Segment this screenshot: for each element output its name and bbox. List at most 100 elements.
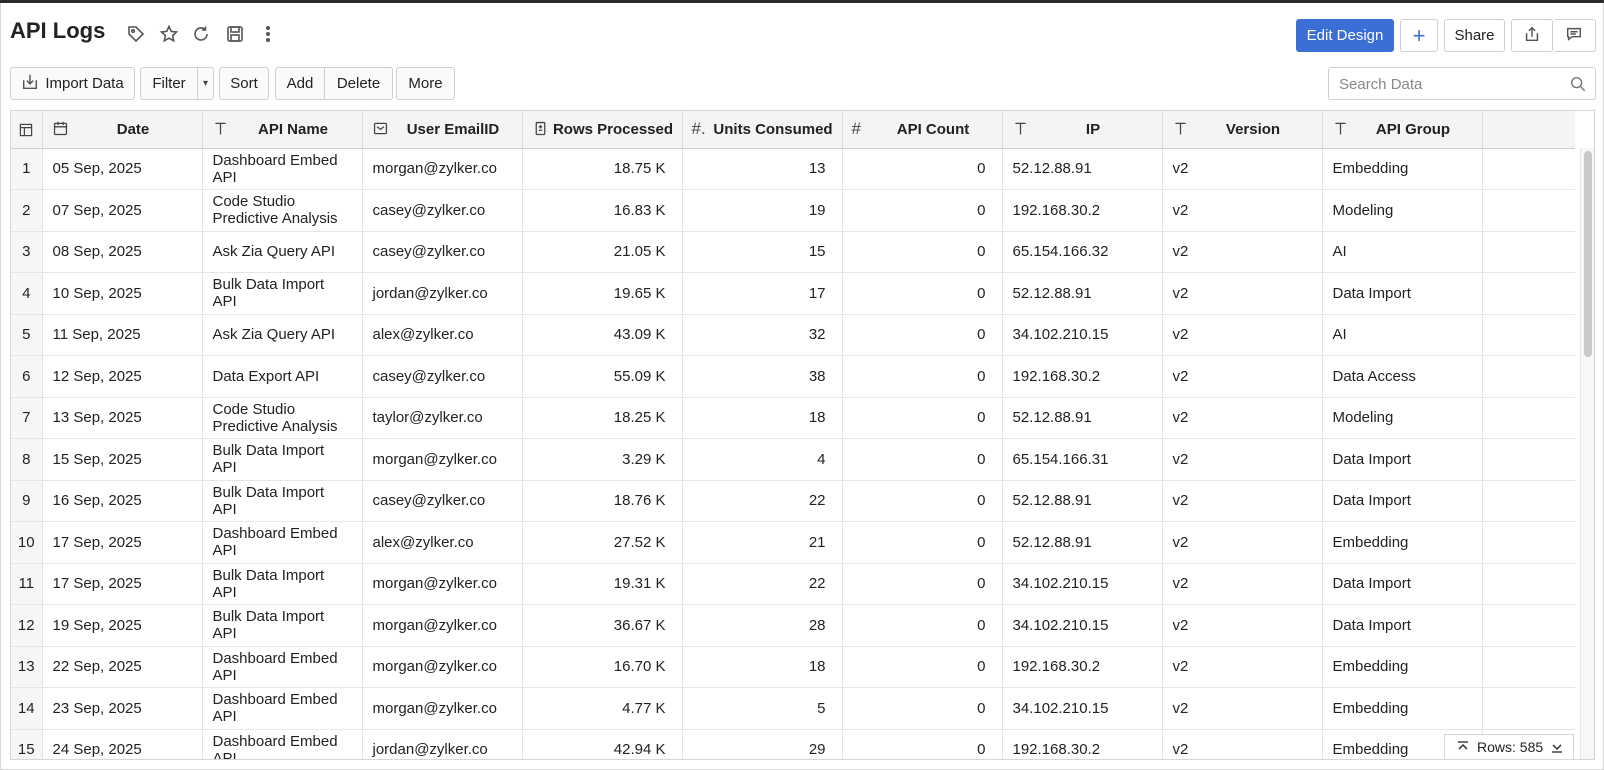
sort-button[interactable]: Sort <box>230 75 258 92</box>
email-cell[interactable]: casey@zylker.co <box>362 189 523 232</box>
search-input[interactable] <box>1339 74 1559 94</box>
rows-processed-cell[interactable]: 19.65 K <box>522 272 683 315</box>
column-header-api-name[interactable]: API Name <box>202 111 363 149</box>
table-settings-header[interactable] <box>11 111 43 149</box>
date-cell[interactable]: 15 Sep, 2025 <box>42 438 203 481</box>
tag-icon[interactable] <box>125 23 147 45</box>
row-number[interactable]: 12 <box>11 604 43 647</box>
import-data-button[interactable]: Import Data <box>10 67 135 100</box>
share-button[interactable]: Share <box>1444 19 1505 52</box>
table-row[interactable]: 14 23 Sep, 2025 Dashboard Embed API morgan@… <box>11 687 1575 730</box>
api-count-cell[interactable]: 0 <box>842 397 1003 439</box>
api-name-cell[interactable]: Dashboard Embed API <box>202 646 363 688</box>
api-group-cell[interactable]: Data Import <box>1322 480 1483 522</box>
api-count-cell[interactable]: 0 <box>842 521 1003 564</box>
edit-design-button[interactable]: Edit Design <box>1296 19 1394 52</box>
rows-processed-cell[interactable]: 27.52 K <box>522 521 683 564</box>
row-number[interactable]: 1 <box>11 148 43 190</box>
filter-dropdown-toggle[interactable]: ▾ <box>197 68 213 99</box>
ip-cell[interactable]: 192.168.30.2 <box>1002 646 1163 688</box>
row-number[interactable]: 5 <box>11 314 43 356</box>
refresh-icon[interactable] <box>190 23 212 45</box>
api-count-cell[interactable]: 0 <box>842 687 1003 730</box>
column-header-units-consumed[interactable]: #. Units Consumed <box>682 111 843 149</box>
ip-cell[interactable]: 192.168.30.2 <box>1002 355 1163 398</box>
row-number[interactable]: 15 <box>11 729 43 759</box>
units-consumed-cell[interactable]: 19 <box>682 189 843 232</box>
row-number[interactable]: 14 <box>11 687 43 730</box>
date-cell[interactable]: 22 Sep, 2025 <box>42 646 203 688</box>
units-consumed-cell[interactable]: 28 <box>682 604 843 647</box>
api-group-cell[interactable]: Modeling <box>1322 397 1483 439</box>
add-row-button[interactable]: Add <box>286 75 314 92</box>
api-name-cell[interactable]: Bulk Data Import API <box>202 438 363 481</box>
units-consumed-cell[interactable]: 38 <box>682 355 843 398</box>
scroll-to-top-icon[interactable] <box>1453 737 1473 757</box>
email-cell[interactable]: casey@zylker.co <box>362 355 523 398</box>
email-cell[interactable]: morgan@zylker.co <box>362 148 523 190</box>
row-number[interactable]: 7 <box>11 397 43 439</box>
api-name-cell[interactable]: Bulk Data Import API <box>202 480 363 522</box>
api-count-cell[interactable]: 0 <box>842 148 1003 190</box>
rows-processed-cell[interactable]: 19.31 K <box>522 563 683 605</box>
version-cell[interactable]: v2 <box>1162 521 1323 564</box>
version-cell[interactable]: v2 <box>1162 231 1323 273</box>
date-cell[interactable]: 10 Sep, 2025 <box>42 272 203 315</box>
email-cell[interactable]: casey@zylker.co <box>362 480 523 522</box>
api-group-cell[interactable]: Embedding <box>1322 687 1483 730</box>
row-number[interactable]: 10 <box>11 521 43 564</box>
api-name-cell[interactable]: Ask Zia Query API <box>202 314 363 356</box>
rows-processed-cell[interactable]: 55.09 K <box>522 355 683 398</box>
api-count-cell[interactable]: 0 <box>842 314 1003 356</box>
units-consumed-cell[interactable]: 32 <box>682 314 843 356</box>
email-cell[interactable]: morgan@zylker.co <box>362 604 523 647</box>
api-name-cell[interactable]: Code Studio Predictive Analysis <box>202 189 363 232</box>
api-name-cell[interactable]: Data Export API <box>202 355 363 398</box>
ip-cell[interactable]: 34.102.210.15 <box>1002 563 1163 605</box>
email-cell[interactable]: morgan@zylker.co <box>362 438 523 481</box>
column-header-api-group[interactable]: API Group <box>1322 111 1483 149</box>
column-header-ip[interactable]: IP <box>1002 111 1163 149</box>
save-icon[interactable] <box>224 23 246 45</box>
ip-cell[interactable]: 52.12.88.91 <box>1002 148 1163 190</box>
version-cell[interactable]: v2 <box>1162 687 1323 730</box>
date-cell[interactable]: 19 Sep, 2025 <box>42 604 203 647</box>
api-count-cell[interactable]: 0 <box>842 729 1003 759</box>
version-cell[interactable]: v2 <box>1162 438 1323 481</box>
units-consumed-cell[interactable]: 22 <box>682 563 843 605</box>
ip-cell[interactable]: 52.12.88.91 <box>1002 521 1163 564</box>
column-header-version[interactable]: Version <box>1162 111 1323 149</box>
version-cell[interactable]: v2 <box>1162 272 1323 315</box>
search-icon[interactable] <box>1569 75 1587 93</box>
units-consumed-cell[interactable]: 22 <box>682 480 843 522</box>
units-consumed-cell[interactable]: 13 <box>682 148 843 190</box>
rows-processed-cell[interactable]: 36.67 K <box>522 604 683 647</box>
api-count-cell[interactable]: 0 <box>842 272 1003 315</box>
ip-cell[interactable]: 52.12.88.91 <box>1002 397 1163 439</box>
api-group-cell[interactable]: AI <box>1322 231 1483 273</box>
units-consumed-cell[interactable]: 29 <box>682 729 843 759</box>
api-group-cell[interactable]: Data Import <box>1322 438 1483 481</box>
date-cell[interactable]: 17 Sep, 2025 <box>42 521 203 564</box>
api-group-cell[interactable]: Data Import <box>1322 272 1483 315</box>
email-cell[interactable]: taylor@zylker.co <box>362 397 523 439</box>
ip-cell[interactable]: 52.12.88.91 <box>1002 272 1163 315</box>
version-cell[interactable]: v2 <box>1162 189 1323 232</box>
api-count-cell[interactable]: 0 <box>842 189 1003 232</box>
scroll-to-bottom-icon[interactable] <box>1547 737 1567 757</box>
ip-cell[interactable]: 65.154.166.32 <box>1002 231 1163 273</box>
row-number[interactable]: 3 <box>11 231 43 273</box>
date-cell[interactable]: 17 Sep, 2025 <box>42 563 203 605</box>
table-row[interactable]: 9 16 Sep, 2025 Bulk Data Import API casey@z… <box>11 480 1575 522</box>
rows-processed-cell[interactable]: 18.25 K <box>522 397 683 439</box>
rows-processed-cell[interactable]: 4.77 K <box>522 687 683 730</box>
api-name-cell[interactable]: Dashboard Embed API <box>202 148 363 190</box>
comments-button[interactable] <box>1553 19 1596 52</box>
email-cell[interactable]: casey@zylker.co <box>362 231 523 273</box>
api-group-cell[interactable]: Embedding <box>1322 148 1483 190</box>
date-cell[interactable]: 13 Sep, 2025 <box>42 397 203 439</box>
delete-button[interactable]: Delete <box>324 68 392 99</box>
api-name-cell[interactable]: Bulk Data Import API <box>202 604 363 647</box>
rows-processed-cell[interactable]: 42.94 K <box>522 729 683 759</box>
table-row[interactable]: 4 10 Sep, 2025 Bulk Data Import API jordan@… <box>11 272 1575 315</box>
